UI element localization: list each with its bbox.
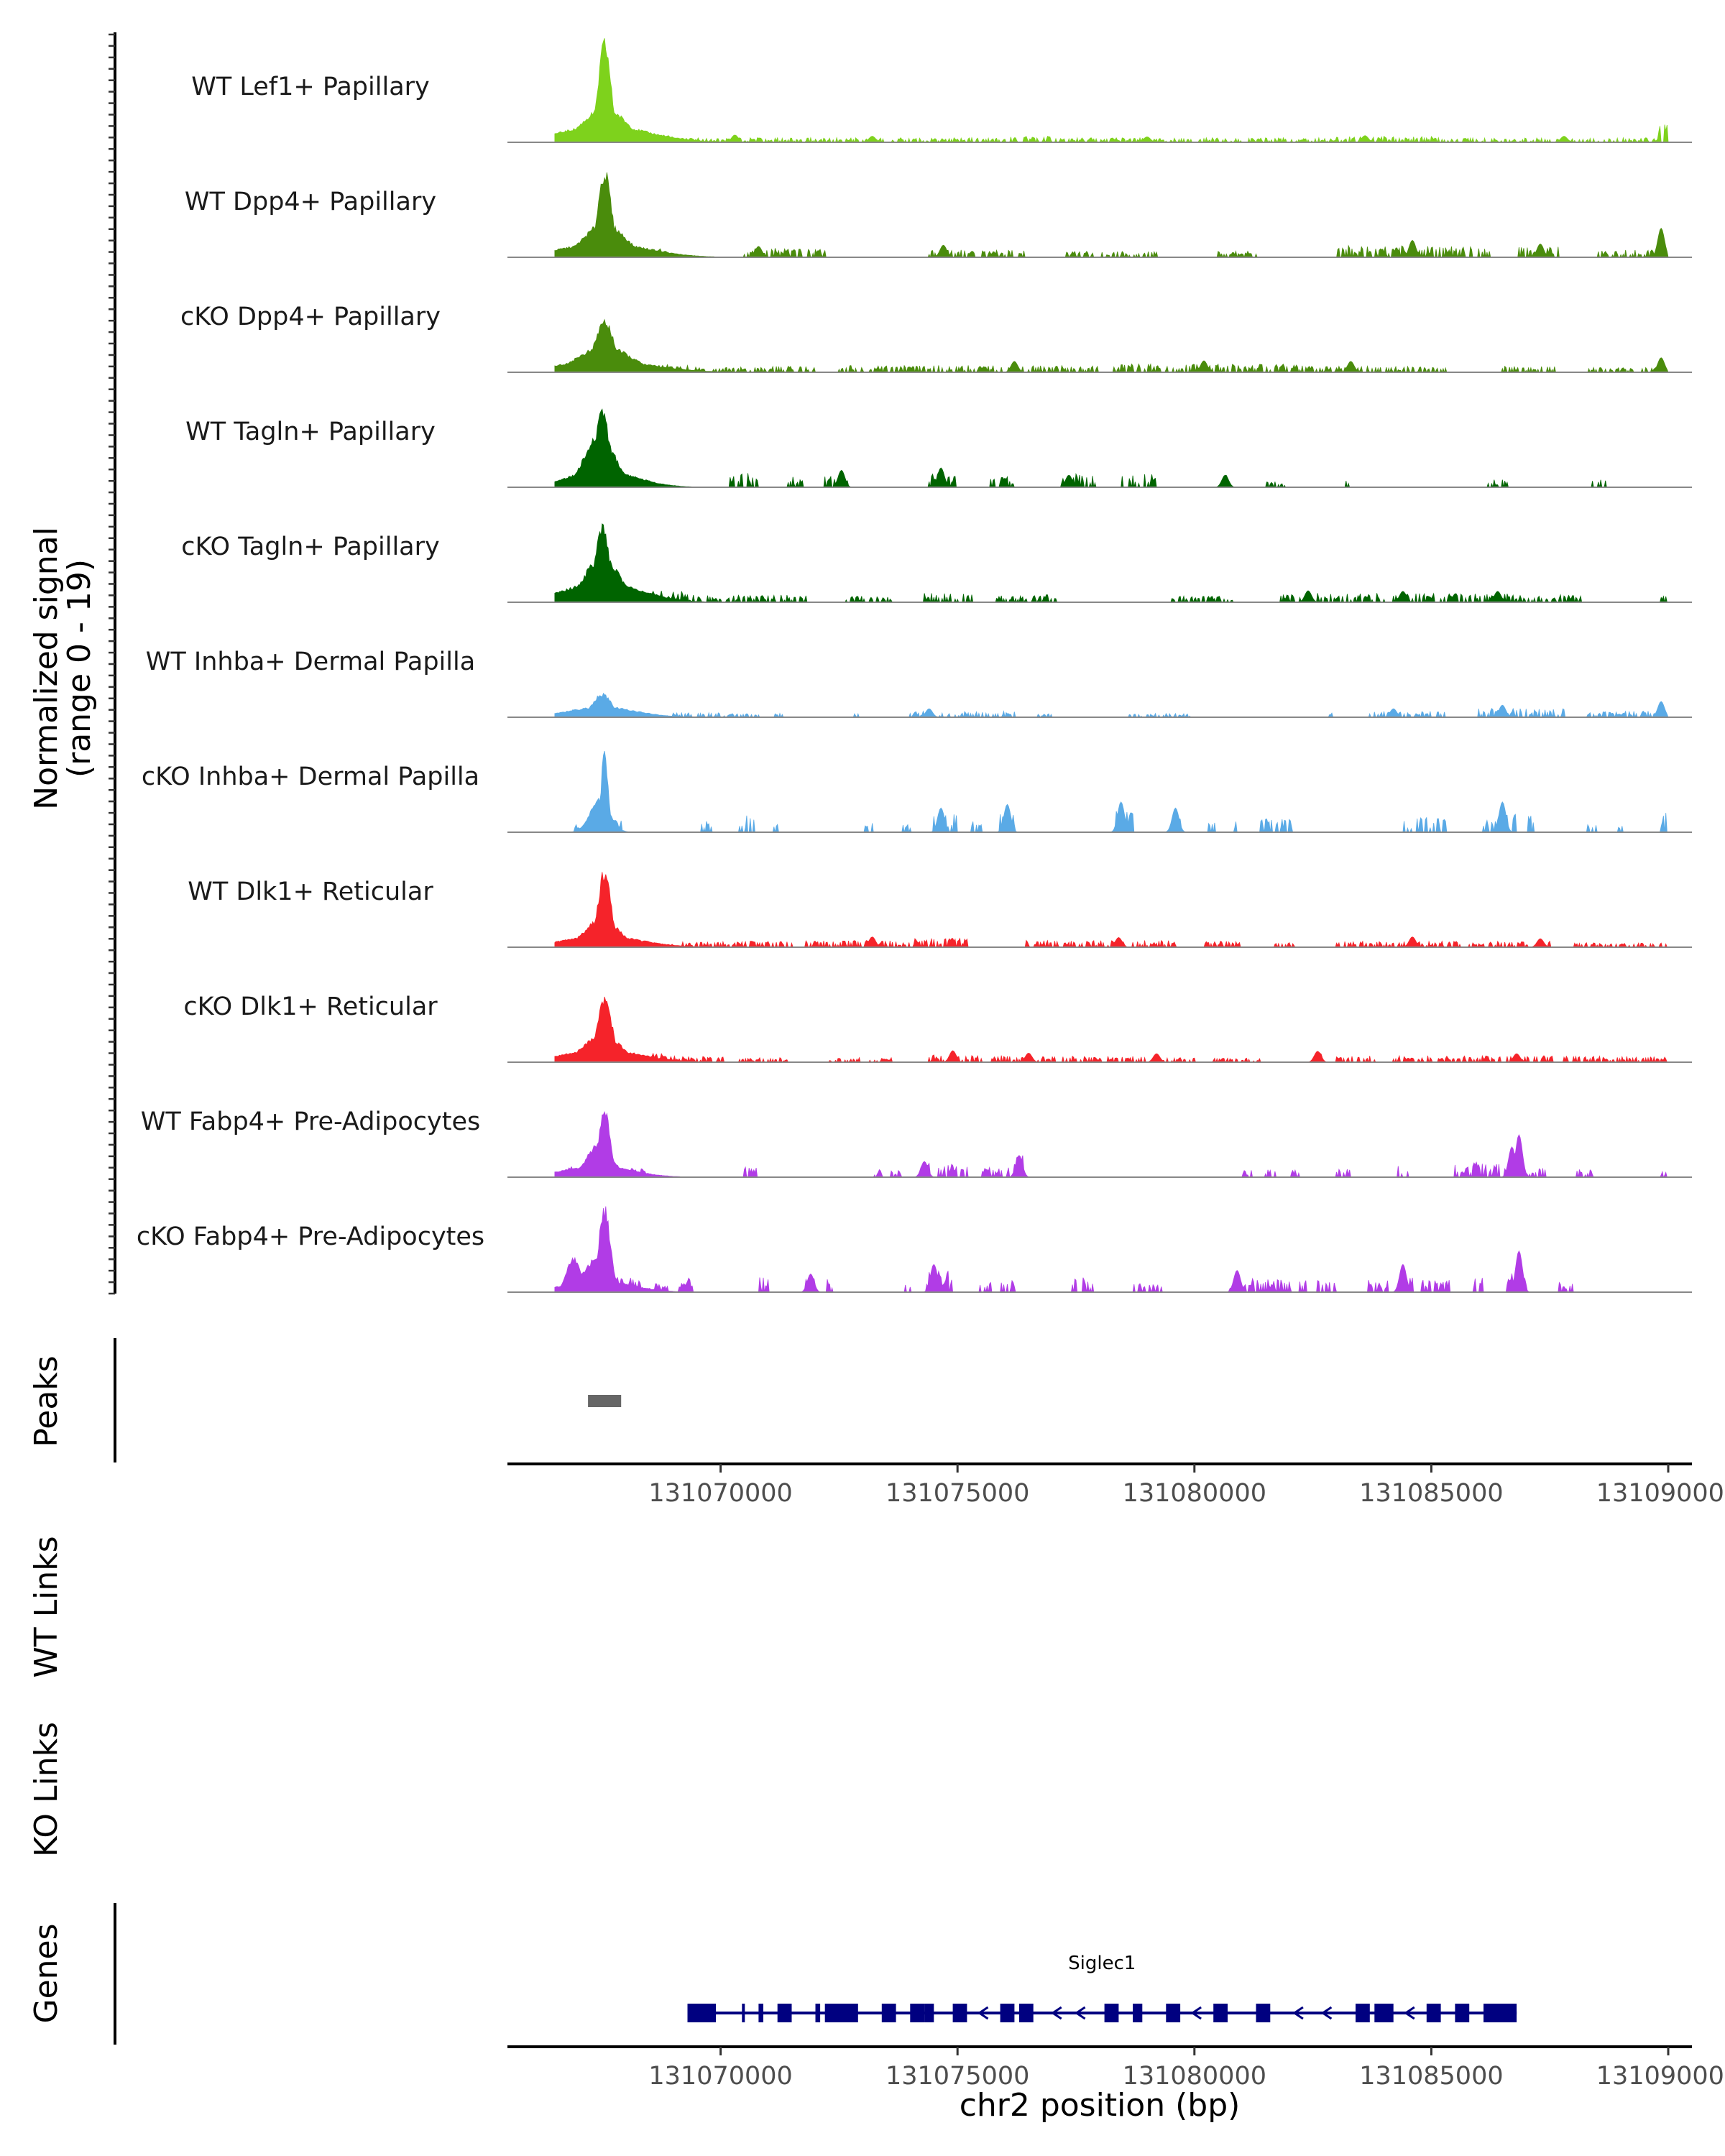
signal-area — [554, 750, 1668, 833]
track-cko-inhba-dermal-papilla: cKO Inhba+ Dermal Papilla — [142, 750, 1692, 833]
signal-area — [554, 318, 1669, 374]
gene-exon — [824, 2004, 858, 2022]
track-label: WT Inhba+ Dermal Papilla — [146, 648, 475, 676]
links-panel: WT Links KO Links — [28, 1536, 65, 1857]
x-axis-bottom-tick-label: 131085000 — [1359, 2062, 1503, 2091]
gene-exon — [1374, 2004, 1394, 2022]
genes-label: Genes — [28, 1923, 65, 2023]
gene-exon — [1213, 2004, 1228, 2022]
track-wt-fabp4-pre-adipocytes: WT Fabp4+ Pre-Adipocytes — [141, 1107, 1692, 1179]
signal-area — [554, 692, 1669, 719]
strand-arrow — [1050, 2006, 1062, 2020]
x-axis-bottom-tick-label: 131070000 — [648, 2062, 792, 2091]
track-wt-tagln-papillary: WT Tagln+ Papillary — [185, 408, 1692, 489]
x-axis-bottom-tick-label: 131075000 — [886, 2062, 1029, 2091]
ko-links-label: KO Links — [28, 1722, 65, 1857]
gene-exon — [910, 2004, 925, 2022]
signal-area — [554, 172, 1669, 259]
signal-y-axis-title: Normalized signal(range 0 - 19) — [28, 527, 98, 810]
track-label: cKO Dlk1+ Reticular — [183, 992, 438, 1021]
gene-exon — [1018, 2004, 1034, 2022]
track-wt-dpp4-papillary: WT Dpp4+ Papillary — [185, 172, 1692, 259]
gene-exon — [1426, 2004, 1441, 2022]
gene-exon — [815, 2004, 821, 2022]
gene-exon — [742, 2004, 745, 2022]
track-cko-dpp4-papillary: cKO Dpp4+ Papillary — [180, 303, 1692, 374]
track-label: cKO Tagln+ Papillary — [181, 533, 440, 561]
x-axis-title: chr2 position (bp) — [960, 2087, 1241, 2124]
peak-region — [588, 1395, 622, 1407]
track-label: cKO Fabp4+ Pre-Adipocytes — [137, 1222, 484, 1251]
signal-y-axis-title-line: (range 0 - 19) — [61, 559, 98, 778]
gene-exon — [1256, 2004, 1271, 2022]
wt-links-label: WT Links — [28, 1536, 65, 1677]
signal-tracks: WT Lef1+ Papillary WT Dpp4+ Papillary cKO … — [137, 38, 1692, 1294]
gene-exon — [1000, 2004, 1015, 2022]
track-label: WT Lef1+ Papillary — [191, 73, 430, 101]
gene-exon — [1104, 2004, 1119, 2022]
x-axis-top-tick-label: 131090000 — [1596, 1479, 1725, 1508]
x-axis-bottom-tick-label: 131090000 — [1596, 2062, 1725, 2091]
track-label: WT Dpp4+ Papillary — [185, 188, 436, 216]
gene-exon — [1133, 2004, 1143, 2022]
track-cko-dlk1-reticular: cKO Dlk1+ Reticular — [183, 992, 1692, 1064]
signal-area — [554, 38, 1669, 144]
strand-arrow — [1320, 2006, 1333, 2020]
gene-exon — [1484, 2004, 1517, 2022]
gene-exon — [924, 2004, 934, 2022]
signal-y-axis-title-line: Normalized signal — [28, 527, 65, 810]
x-axis-top-tick-label: 131085000 — [1359, 1479, 1503, 1508]
gene-exon — [1455, 2004, 1470, 2022]
gene-exon — [777, 2004, 792, 2022]
gene-exon — [758, 2004, 763, 2022]
signal-area — [554, 1206, 1668, 1294]
x-axis-top-tick-label: 131070000 — [648, 1479, 792, 1508]
track-label: WT Tagln+ Papillary — [185, 418, 436, 446]
signal-y-axis-label: Normalized signal(range 0 - 19) — [28, 527, 98, 810]
strand-arrow — [1404, 2006, 1415, 2020]
signal-area — [554, 872, 1668, 949]
strand-arrow — [1292, 2006, 1304, 2020]
signal-area — [554, 1110, 1668, 1179]
x-axis-bottom: 131070000 131075000 131080000 131085000 1310… — [507, 2045, 1725, 2091]
genes-panel: Genes Siglec1 — [28, 1903, 1517, 2045]
signal-area — [554, 523, 1668, 604]
track-wt-lef1-papillary: WT Lef1+ Papillary — [191, 38, 1692, 144]
peaks-label: Peaks — [28, 1355, 65, 1447]
gene-exon — [952, 2004, 967, 2022]
gene-exon — [687, 2004, 717, 2022]
x-axis-top: 131070000 131075000 131080000 131085000 1310… — [507, 1462, 1725, 1508]
track-cko-fabp4-pre-adipocytes: cKO Fabp4+ Pre-Adipocytes — [137, 1206, 1692, 1294]
track-label: cKO Inhba+ Dermal Papilla — [142, 763, 479, 791]
strand-arrow — [1190, 2006, 1202, 2020]
x-axis-bottom-tick-label: 131080000 — [1123, 2062, 1266, 2091]
strand-arrow — [1074, 2006, 1086, 2020]
track-wt-inhba-dermal-papilla: WT Inhba+ Dermal Papilla — [146, 648, 1692, 719]
track-label: WT Fabp4+ Pre-Adipocytes — [141, 1107, 480, 1136]
peaks-panel: Peaks — [28, 1338, 622, 1462]
gene-siglec1: Siglec1 — [687, 1953, 1517, 2022]
track-label: cKO Dpp4+ Papillary — [180, 303, 441, 331]
strand-arrow — [977, 2006, 989, 2020]
track-wt-dlk1-reticular: WT Dlk1+ Reticular — [188, 872, 1692, 949]
track-cko-tagln-papillary: cKO Tagln+ Papillary — [181, 523, 1692, 604]
gene-exon — [1356, 2004, 1370, 2022]
gene-exon — [881, 2004, 896, 2022]
track-label: WT Dlk1+ Reticular — [188, 877, 433, 906]
signal-area — [554, 996, 1668, 1064]
signal-y-axis — [109, 32, 116, 1295]
x-axis-top-tick-label: 131075000 — [886, 1479, 1029, 1508]
gene-name-label: Siglec1 — [1068, 1953, 1136, 1974]
signal-area — [554, 408, 1668, 489]
x-axis-top-tick-label: 131080000 — [1123, 1479, 1266, 1508]
gene-exon — [1166, 2004, 1181, 2022]
